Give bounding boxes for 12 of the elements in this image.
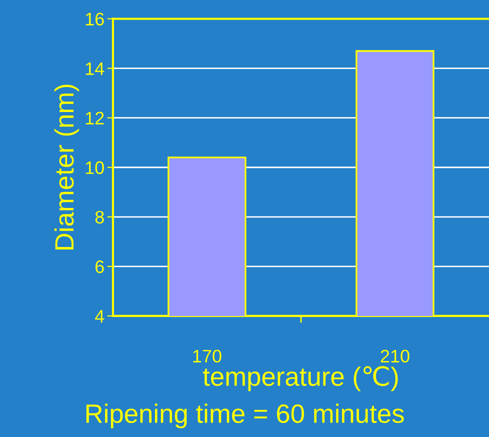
y-tick-label: 10 [86,161,104,174]
y-tick-label: 16 [86,12,104,26]
text: Ripening time = 60 minutes [86,404,404,428]
y-tick-label: 14 [86,62,104,75]
y-tick-label: 8 [95,210,104,224]
x-axis-title: temperature (℃) [202,366,398,392]
y-tick-label: 4 [95,310,104,322]
y-tick-label: 6 [96,260,104,274]
y-tick-label: 12 [86,112,104,124]
y-axis-title: Diameter (nm) [54,84,79,250]
x-tick-label: 170 [193,350,222,363]
x-tick-label: 210 [380,350,410,363]
